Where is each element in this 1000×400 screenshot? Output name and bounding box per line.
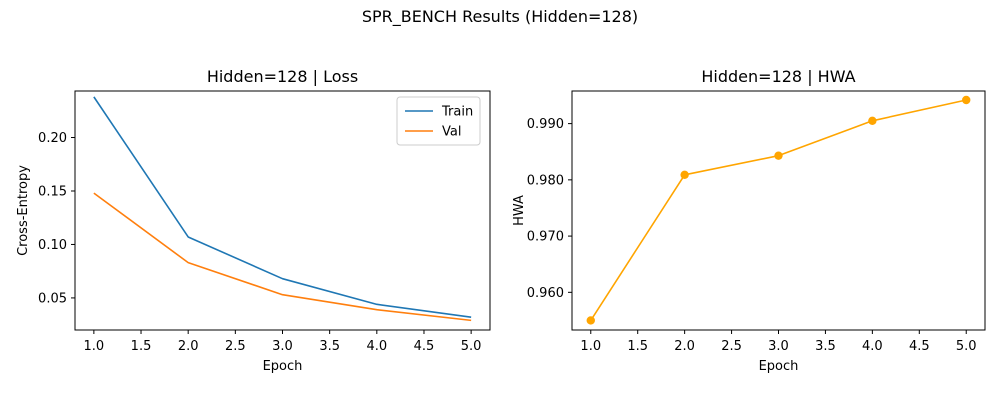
- x-tick-label: 1.0: [84, 339, 105, 354]
- y-tick-label: 0.990: [527, 117, 564, 132]
- x-tick-label: 2.0: [674, 339, 695, 354]
- y-tick-label: 0.20: [38, 131, 67, 146]
- data-point: [962, 95, 971, 105]
- x-tick-label: 5.0: [461, 339, 482, 354]
- plot-frame: [74, 90, 491, 331]
- panel-title: Hidden=128 | HWA: [701, 67, 855, 86]
- y-tick-label: 0.970: [527, 230, 564, 245]
- x-tick-label: 4.0: [366, 339, 387, 354]
- x-tick-label: 1.5: [627, 339, 648, 354]
- figure-title: SPR_BENCH Results (Hidden=128): [362, 7, 638, 27]
- x-tick-label: 2.5: [225, 339, 246, 354]
- y-axis-label: Cross-Entropy: [16, 165, 31, 256]
- x-tick-label: 4.5: [909, 339, 930, 354]
- y-axis-label: HWA: [512, 195, 527, 226]
- x-tick-label: 2.0: [178, 339, 199, 354]
- series-line-val: [93, 192, 472, 322]
- legend: Train Val: [396, 96, 481, 146]
- chart-panel-1: Hidden=128 | Loss 1.0 1.5 2.0 2.5 3.0 3.5 4.0 4.…: [16, 67, 491, 374]
- x-tick-label: 1.0: [580, 339, 601, 354]
- y-tick-label: 0.15: [38, 184, 67, 199]
- data-point: [586, 316, 595, 325]
- data-point: [680, 170, 689, 179]
- y-tick-label: 0.980: [527, 173, 564, 188]
- x-tick-label: 3.5: [319, 339, 340, 354]
- panel-title: Hidden=128 | Loss: [207, 67, 358, 86]
- legend-label-train: Train: [441, 105, 473, 120]
- x-tick-label: 1.5: [131, 339, 152, 354]
- x-tick-label: 4.0: [862, 339, 883, 354]
- x-tick-label: 5.0: [956, 339, 977, 354]
- series-line-train: [93, 96, 472, 318]
- x-tick-label: 3.0: [768, 339, 789, 354]
- x-axis-label: Epoch: [263, 359, 303, 374]
- x-tick-label: 3.5: [815, 339, 836, 354]
- series-line-hwa: [590, 99, 967, 321]
- y-tick-label: 0.05: [38, 291, 67, 306]
- x-tick-label: 2.5: [721, 339, 742, 354]
- data-point: [774, 151, 783, 160]
- y-tick-label: 0.10: [38, 238, 67, 253]
- x-tick-label: 4.5: [414, 339, 435, 354]
- data-point: [868, 116, 877, 126]
- legend-box: [396, 96, 481, 146]
- plot-frame: [571, 90, 986, 331]
- y-tick-label: 0.960: [527, 286, 564, 301]
- chart-panel-2: Hidden=128 | HWA 1.0 1.5 2.0 2.5 3.0 3.5 4.0 4.5…: [512, 67, 986, 374]
- x-tick-label: 3.0: [272, 339, 293, 354]
- x-axis-label: Epoch: [759, 359, 799, 374]
- legend-label-val: Val: [442, 125, 461, 140]
